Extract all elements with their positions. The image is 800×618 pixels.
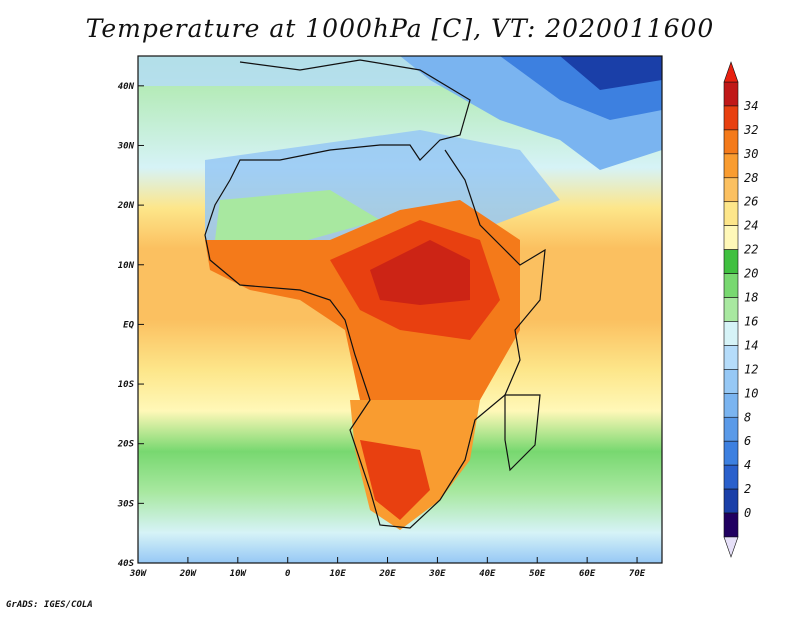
colorbar-label: 6 [744, 434, 751, 448]
colorbar-swatch [723, 249, 739, 274]
colorbar-swatch [723, 369, 739, 394]
colorbar-label: 4 [744, 458, 751, 472]
lon-tick-label: 30E [428, 569, 446, 579]
colorbar-swatch [723, 321, 739, 346]
lat-tick-label: 30N [117, 141, 135, 151]
colorbar-swatch [723, 225, 739, 250]
colorbar-label: 10 [744, 386, 758, 400]
latitude-axis: 40N 30N 20N 10N EQ 10S 20S 30S 40S [117, 82, 144, 569]
colorbar-swatch [723, 345, 739, 370]
lat-tick-label: 40N [118, 82, 135, 92]
colorbar-swatch [723, 440, 739, 466]
colorbar-label: 14 [744, 338, 758, 352]
lon-tick-label: 20W [179, 569, 198, 579]
colorbar-label: 26 [744, 195, 758, 209]
lon-tick-label: 30W [129, 569, 148, 579]
lon-tick-label: 70E [629, 569, 646, 579]
colorbar-swatch [723, 201, 739, 226]
colorbar-over-arrow [723, 61, 739, 83]
lat-tick-label: 10N [118, 261, 135, 271]
coastlines [204, 59, 546, 529]
colorbar-label: 16 [744, 314, 758, 328]
colorbar-swatch [723, 129, 739, 155]
lat-tick-label: EQ [123, 320, 134, 330]
colorbar-swatch [723, 416, 739, 442]
colorbar-label: 0 [744, 506, 751, 520]
lat-tick-label: 10S [118, 380, 135, 390]
colorbar-label: 12 [744, 362, 758, 376]
colorbar-swatch [723, 393, 739, 418]
colorbar-label: 32 [743, 123, 758, 137]
colorbar-swatch [723, 464, 739, 490]
colorbar-swatch [723, 297, 739, 322]
lon-tick-label: 40E [479, 569, 496, 579]
colorbar-under-arrow [723, 536, 739, 558]
credit-label: GrADS: IGES/COLA [6, 600, 93, 610]
lat-tick-label: 20N [117, 201, 135, 211]
colorbar-label: 8 [744, 410, 751, 424]
lat-tick-label: 30S [117, 499, 135, 509]
colorbar-swatch [723, 105, 739, 131]
colorbar-label: 30 [743, 147, 758, 161]
lon-tick-label: 10W [230, 569, 248, 579]
colorbar-label: 28 [744, 171, 758, 185]
lon-tick-label: 50E [529, 569, 546, 579]
colorbar-swatch [723, 153, 739, 179]
lon-tick-label: 60E [579, 569, 596, 579]
colorbar-label: 22 [744, 243, 758, 257]
colorbar-swatch [723, 488, 739, 514]
colorbar-label: 2 [744, 482, 751, 496]
colorbar-swatch [723, 81, 739, 107]
colorbar-swatch [723, 177, 739, 203]
colorbar-label: 24 [744, 219, 758, 233]
colorbar-label: 18 [744, 291, 758, 305]
colorbar-label: 34 [743, 99, 758, 113]
lat-tick-label: 20S [117, 440, 135, 450]
map-frame [137, 55, 663, 564]
colorbar-swatch [723, 273, 739, 298]
longitude-axis: 30W 20W 10W 0 10E 20E 30E 40E 50E 60E 70E [129, 557, 646, 579]
temperature-field [138, 56, 662, 563]
lon-tick-label: 10E [329, 569, 346, 579]
map-title: Temperature at 1000hPa [C], VT: 20200116… [85, 14, 715, 43]
lat-tick-label: 40S [118, 559, 135, 569]
colorbar-swatch [723, 512, 739, 538]
colorbar-label: 20 [744, 267, 758, 281]
lon-tick-label: 20E [378, 569, 396, 579]
lon-tick-label: 0 [285, 569, 291, 579]
